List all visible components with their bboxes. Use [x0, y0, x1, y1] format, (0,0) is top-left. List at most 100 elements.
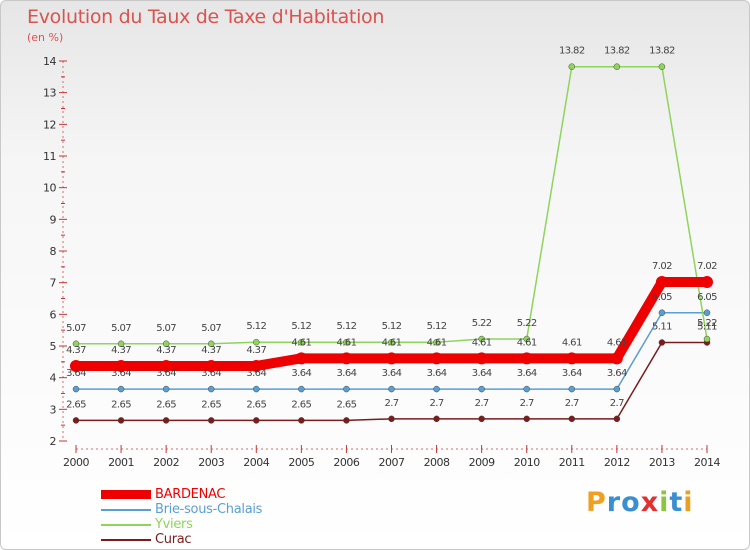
- data-label-yviers: 5.12: [427, 321, 447, 332]
- legend-swatch: [101, 538, 151, 541]
- data-point-bardenac: [610, 352, 623, 365]
- data-point-bardenac: [430, 352, 443, 365]
- proxiti-logo: Proxiti: [586, 487, 696, 527]
- data-point-brie-sous-chalais: [298, 385, 305, 393]
- x-tick-label: 2008: [424, 456, 450, 469]
- logo-letter: i: [683, 487, 694, 518]
- data-point-brie-sous-chalais: [703, 309, 711, 316]
- data-point-curac: [72, 417, 80, 424]
- data-label-yviers: 5.22: [517, 318, 537, 329]
- x-tick-label: 2013: [649, 456, 675, 469]
- data-label-brie-sous-chalais: 3.64: [382, 368, 402, 379]
- legend-swatch: [101, 523, 151, 526]
- data-label-brie-sous-chalais: 3.64: [201, 368, 221, 379]
- y-tick-label: 7: [50, 277, 57, 290]
- series-line-yviers: [75, 65, 708, 345]
- logo-letter: P: [586, 487, 607, 518]
- logo-letter: r: [606, 487, 622, 518]
- data-point-yviers: [388, 338, 395, 346]
- x-tick-label: 2009: [469, 456, 495, 469]
- x-tick-label: 2012: [604, 456, 630, 469]
- data-label-yviers: 5.12: [336, 321, 356, 332]
- legend-label: BARDENAC: [155, 487, 226, 502]
- x-tick-label: 2006: [333, 456, 359, 469]
- data-label-brie-sous-chalais: 3.64: [156, 368, 176, 379]
- x-tick-label: 2004: [243, 456, 269, 469]
- data-label-curac: 2.65: [156, 399, 176, 410]
- data-point-yviers: [253, 338, 260, 346]
- data-label-curac: 2.65: [246, 399, 266, 410]
- chart-legend: BARDENAC Brie-sous-Chalais Yviers Curac: [101, 487, 262, 547]
- data-point-yviers: [478, 335, 485, 343]
- data-point-bardenac: [70, 359, 82, 372]
- data-point-brie-sous-chalais: [72, 385, 80, 393]
- y-tick-label: 4: [50, 372, 57, 385]
- legend-item-yviers: Yviers: [101, 517, 262, 532]
- x-tick-label: 2011: [559, 456, 585, 469]
- data-point-yviers: [613, 63, 621, 70]
- x-tick-label: 2000: [63, 456, 89, 469]
- data-point-yviers: [298, 338, 305, 346]
- data-point-bardenac: [701, 276, 713, 289]
- data-point-bardenac: [115, 359, 128, 372]
- legend-label: Brie-sous-Chalais: [155, 502, 263, 517]
- data-label-curac: 2.7: [565, 398, 579, 409]
- legend-item-curac: Curac: [101, 532, 262, 547]
- data-label-curac: 5.11: [652, 322, 672, 333]
- data-label-bardenac: 4.61: [562, 337, 582, 348]
- x-tick-label: 2014: [694, 456, 720, 469]
- data-point-brie-sous-chalais: [523, 385, 530, 393]
- y-tick-label: 2: [50, 435, 57, 448]
- logo-letter: x: [640, 487, 660, 518]
- x-tick-label: 2005: [288, 456, 314, 469]
- data-label-brie-sous-chalais: 6.05: [697, 292, 717, 303]
- data-point-yviers: [72, 340, 80, 348]
- data-label-bardenac: 7.02: [697, 261, 717, 272]
- x-tick-label: 2010: [514, 456, 540, 469]
- data-point-yviers: [568, 63, 576, 70]
- legend-label: Yviers: [155, 517, 193, 532]
- y-tick-label: 8: [50, 245, 57, 258]
- data-label-brie-sous-chalais: 3.64: [607, 368, 627, 379]
- data-point-brie-sous-chalais: [343, 385, 350, 393]
- data-label-yviers: 5.07: [201, 323, 221, 334]
- data-label-yviers: 13.82: [559, 46, 585, 57]
- legend-item-brie-sous-chalais: Brie-sous-Chalais: [101, 502, 262, 517]
- data-label-brie-sous-chalais: 3.64: [111, 368, 131, 379]
- data-point-bardenac: [250, 359, 263, 372]
- data-label-yviers: 13.82: [649, 46, 675, 57]
- data-label-brie-sous-chalais: 3.64: [66, 368, 86, 379]
- data-point-yviers: [207, 340, 215, 348]
- data-label-brie-sous-chalais: 3.64: [562, 368, 582, 379]
- data-label-bardenac: 4.37: [156, 345, 176, 356]
- data-label-bardenac: 4.61: [427, 337, 447, 348]
- data-label-bardenac: 4.61: [517, 337, 537, 348]
- data-label-brie-sous-chalais: 3.64: [336, 368, 356, 379]
- data-point-curac: [343, 417, 350, 424]
- data-point-bardenac: [475, 352, 488, 365]
- data-point-curac: [658, 339, 666, 346]
- data-label-bardenac: 4.61: [607, 337, 627, 348]
- data-label-bardenac: 4.37: [201, 345, 221, 356]
- data-point-yviers: [162, 340, 170, 348]
- data-label-curac: 5.11: [697, 322, 717, 333]
- data-point-bardenac: [205, 359, 218, 372]
- data-point-curac: [388, 415, 395, 423]
- data-point-brie-sous-chalais: [253, 385, 260, 393]
- data-point-curac: [117, 417, 125, 424]
- logo-letter: i: [659, 487, 670, 518]
- data-point-brie-sous-chalais: [613, 385, 621, 393]
- data-point-curac: [523, 415, 530, 423]
- data-point-yviers: [117, 340, 125, 348]
- data-point-brie-sous-chalais: [162, 385, 170, 393]
- data-point-yviers: [658, 63, 666, 70]
- data-label-curac: 2.7: [610, 398, 624, 409]
- data-label-brie-sous-chalais: 6.05: [652, 292, 672, 303]
- x-tick-label: 2001: [108, 456, 134, 469]
- data-point-bardenac: [565, 352, 578, 365]
- y-tick-label: 11: [43, 150, 56, 163]
- data-label-curac: 2.65: [336, 399, 356, 410]
- data-label-yviers: 5.22: [472, 318, 492, 329]
- legend-label: Curac: [155, 532, 192, 547]
- data-point-curac: [207, 417, 215, 424]
